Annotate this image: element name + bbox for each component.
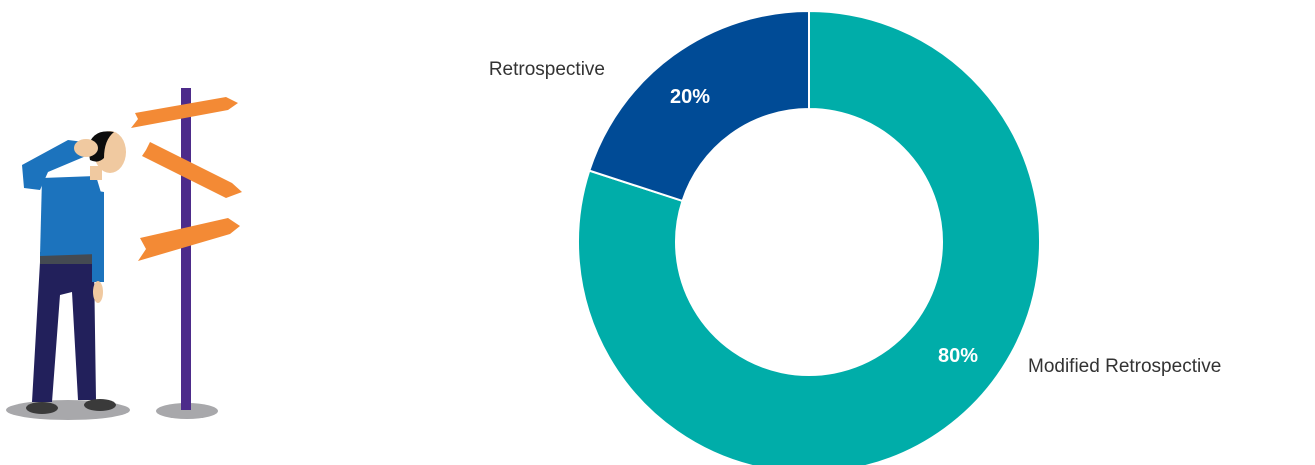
person-arm-raised <box>22 140 86 190</box>
sign-arrow-top <box>131 97 238 128</box>
person-shoe-right <box>84 399 116 411</box>
person-at-crossroads-signpost-icon <box>6 88 242 420</box>
category-label-modified-retrospective: Modified Retrospective <box>1028 356 1221 377</box>
post-shadow <box>156 403 218 419</box>
signpost-pole <box>181 88 191 410</box>
donut-slice-retrospective <box>588 9 810 203</box>
person-arm-lower <box>92 190 104 282</box>
person-shoe-left <box>26 402 58 414</box>
person-hand <box>93 281 103 303</box>
data-label-modified-retrospective: 80% <box>938 345 978 367</box>
person-legs <box>32 262 96 402</box>
data-label-retrospective: 20% <box>670 86 710 108</box>
person-hand-on-head <box>74 139 98 157</box>
person-neck <box>90 166 102 180</box>
person-torso <box>40 176 102 256</box>
donut-slice-modified-retrospective <box>577 9 1041 465</box>
category-label-retrospective: Retrospective <box>489 59 605 80</box>
sign-arrow-middle <box>142 142 242 198</box>
sign-arrow-bottom <box>138 218 240 261</box>
